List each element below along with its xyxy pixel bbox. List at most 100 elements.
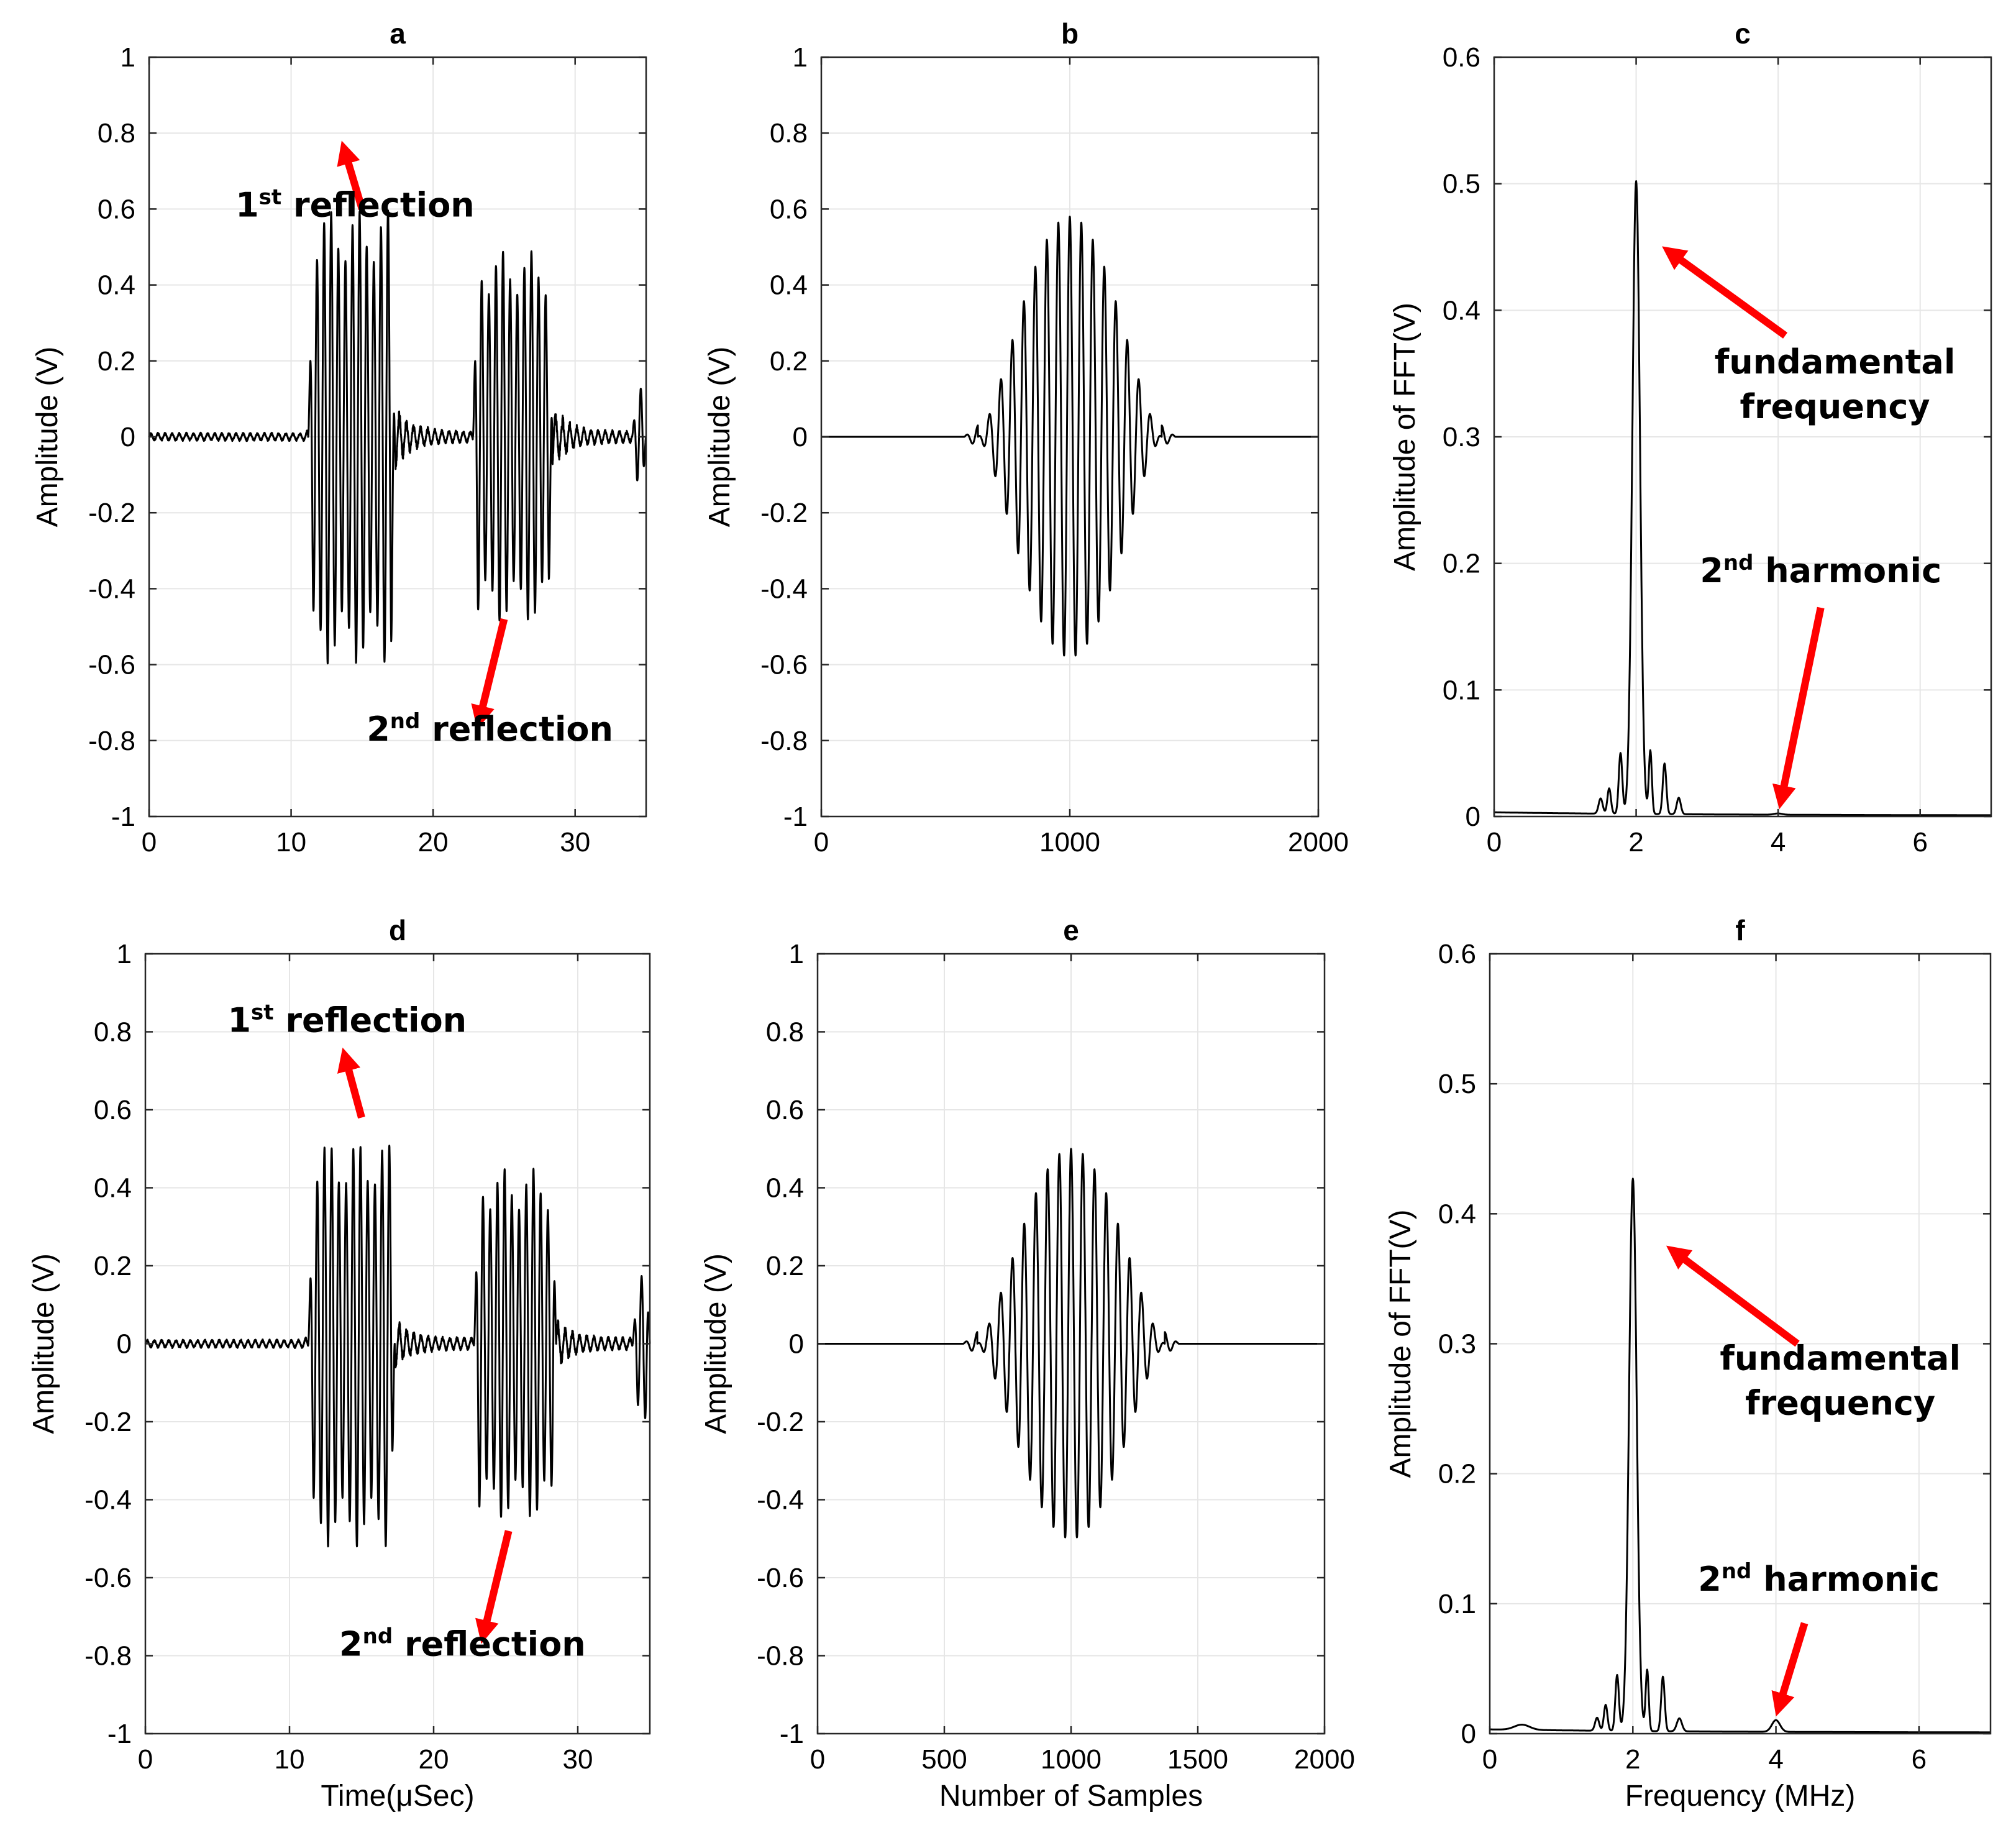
y-tick-label: 0.3 bbox=[1443, 422, 1480, 452]
annotation-text: fundamental frequency bbox=[1715, 342, 1956, 426]
y-tick-label: 0.3 bbox=[1438, 1329, 1476, 1360]
y-tick-label: -0.4 bbox=[84, 1485, 132, 1516]
y-axis-label: Amplitude (V) bbox=[703, 347, 736, 528]
y-tick-label: -0.6 bbox=[88, 650, 135, 680]
panel-title: b bbox=[1061, 17, 1079, 50]
panel-f: 0 2 4 6 0 0.1 0.2 0.3 0.4 0.5 0.6 f Frequency (MHz) A… bbox=[1384, 914, 1992, 1813]
annotation-text: 1st reflection bbox=[227, 1000, 467, 1040]
y-tick-label: 0.1 bbox=[1438, 1589, 1476, 1619]
y-axis-label: Amplitude (V) bbox=[31, 347, 64, 528]
y-tick-label: 0.8 bbox=[766, 1017, 804, 1048]
y-tick-label: -1 bbox=[107, 1719, 132, 1749]
panel-e: 0 500 1000 1500 2000 -1 -0.8 -0.6 -0.4 -0.2 0 0.2 0.… bbox=[700, 914, 1355, 1813]
y-tick-label: -0.8 bbox=[88, 726, 135, 756]
y-tick-label: -0.6 bbox=[757, 1563, 804, 1593]
x-tick-label: 30 bbox=[560, 827, 590, 858]
y-tick-label: 0 bbox=[789, 1329, 804, 1360]
x-tick-label: 0 bbox=[810, 1744, 825, 1775]
x-tick-label: 4 bbox=[1768, 1744, 1783, 1775]
panel-a: 0 10 20 30 -1 -0.8 -0.6 -0.4 -0.2 0 0.2 0.4 0.6 0.8 1 a… bbox=[31, 17, 647, 858]
x-tick-label: 0 bbox=[142, 827, 157, 858]
series-line-d bbox=[144, 1145, 651, 1548]
y-tick-label: 0.2 bbox=[770, 346, 808, 377]
x-tick-label: 1000 bbox=[1041, 1744, 1102, 1775]
x-axis-label: Frequency (MHz) bbox=[1625, 1780, 1856, 1813]
y-tick-label: -0.2 bbox=[760, 498, 808, 528]
annotation-text: 2nd reflection bbox=[339, 1624, 586, 1664]
panel-b: 0 1000 2000 -1 -0.8 -0.6 -0.4 -0.2 0 0.2 0.4 0.6 0.8… bbox=[703, 17, 1349, 858]
y-axis-label: Amplitude (V) bbox=[27, 1253, 60, 1434]
y-tick-label: 0.8 bbox=[94, 1017, 132, 1048]
y-tick-label: 0.4 bbox=[766, 1173, 804, 1204]
y-tick-label: -0.2 bbox=[84, 1407, 132, 1437]
y-tick-label: -1 bbox=[783, 802, 808, 832]
y-tick-label: 1 bbox=[793, 42, 808, 73]
y-tick-label: -0.2 bbox=[88, 498, 135, 528]
y-tick-label: 0.4 bbox=[94, 1173, 132, 1204]
y-tick-label: -0.6 bbox=[84, 1563, 132, 1593]
y-tick-label: 0.2 bbox=[94, 1251, 132, 1281]
y-tick-label: 0.8 bbox=[98, 118, 135, 149]
annotation-arrow bbox=[475, 1530, 513, 1644]
y-tick-label: 0.2 bbox=[1443, 549, 1480, 579]
x-tick-label: 0 bbox=[1482, 1744, 1497, 1775]
series-line-c bbox=[1494, 180, 1992, 816]
x-axis-label: Number of Samples bbox=[939, 1780, 1203, 1813]
y-tick-label: 0.8 bbox=[770, 118, 808, 149]
y-tick-label: 0.2 bbox=[98, 346, 135, 377]
x-tick-label: 0 bbox=[1487, 827, 1502, 858]
y-tick-label: 0 bbox=[121, 422, 135, 452]
y-tick-label: 0.2 bbox=[766, 1251, 804, 1281]
y-tick-label: 0 bbox=[793, 422, 808, 452]
x-tick-label: 30 bbox=[563, 1744, 593, 1775]
x-tick-label: 10 bbox=[275, 1744, 305, 1775]
y-axis-label: Amplitude (V) bbox=[700, 1253, 732, 1434]
y-tick-label: -0.2 bbox=[757, 1407, 804, 1437]
annotation-text: fundamental frequency bbox=[1720, 1338, 1961, 1422]
y-tick-label: 0.6 bbox=[1438, 939, 1476, 969]
y-tick-label: -0.6 bbox=[760, 650, 808, 680]
y-tick-label: 1 bbox=[121, 42, 135, 73]
x-tick-label: 20 bbox=[418, 827, 449, 858]
y-tick-label: -0.8 bbox=[760, 726, 808, 756]
y-tick-label: 1 bbox=[117, 939, 132, 969]
x-tick-label: 0 bbox=[138, 1744, 153, 1775]
y-tick-label: 1 bbox=[789, 939, 804, 969]
annotation-text: 1st reflection bbox=[235, 185, 475, 225]
y-tick-label: 0.4 bbox=[1443, 295, 1480, 326]
y-tick-label: 0.4 bbox=[770, 270, 808, 301]
series-line-f bbox=[1489, 1178, 1991, 1734]
x-tick-label: 1500 bbox=[1167, 1744, 1228, 1775]
x-tick-label: 20 bbox=[419, 1744, 449, 1775]
x-tick-label: 2000 bbox=[1294, 1744, 1355, 1775]
y-tick-label: 0.5 bbox=[1443, 169, 1480, 199]
panel-title: d bbox=[389, 914, 406, 946]
x-tick-label: 500 bbox=[921, 1744, 967, 1775]
y-tick-label: -1 bbox=[111, 802, 135, 832]
x-tick-label: 6 bbox=[1912, 827, 1927, 858]
series-line-a bbox=[148, 209, 647, 665]
y-tick-label: 0.1 bbox=[1443, 675, 1480, 705]
panels: 0 10 20 30-1-0.8-0.6-0.4-0.200.20.40.60.81a… bbox=[27, 17, 1992, 1813]
y-tick-label: 0 bbox=[117, 1329, 132, 1360]
y-tick-label: -0.8 bbox=[84, 1641, 132, 1672]
annotation-text: 2nd harmonic bbox=[1698, 1559, 1940, 1599]
y-tick-label: 0.6 bbox=[1443, 42, 1480, 73]
y-tick-label: 0 bbox=[1466, 802, 1480, 832]
annotation-arrow bbox=[1666, 1245, 1800, 1347]
panel-d: 0 10 20 30 -1 -0.8 -0.6 -0.4 -0.2 0 0.2 0.4 0.6 0.8 1 d… bbox=[27, 914, 651, 1813]
annotation-arrow bbox=[337, 1047, 365, 1119]
annotation-text: 2nd reflection bbox=[367, 709, 613, 749]
x-tick-label: 2 bbox=[1625, 1744, 1640, 1775]
y-tick-label: -0.4 bbox=[88, 574, 135, 604]
panel-title: f bbox=[1735, 914, 1745, 946]
annotation-arrow bbox=[1662, 246, 1788, 339]
annotation-arrow bbox=[471, 618, 508, 730]
x-axis-label: Time(μSec) bbox=[321, 1780, 474, 1813]
x-tick-label: 10 bbox=[276, 827, 306, 858]
x-tick-label: 6 bbox=[1912, 1744, 1927, 1775]
y-tick-label: -0.8 bbox=[757, 1641, 804, 1672]
y-tick-label: -0.4 bbox=[760, 574, 808, 604]
annotation-arrow bbox=[1771, 1622, 1808, 1717]
